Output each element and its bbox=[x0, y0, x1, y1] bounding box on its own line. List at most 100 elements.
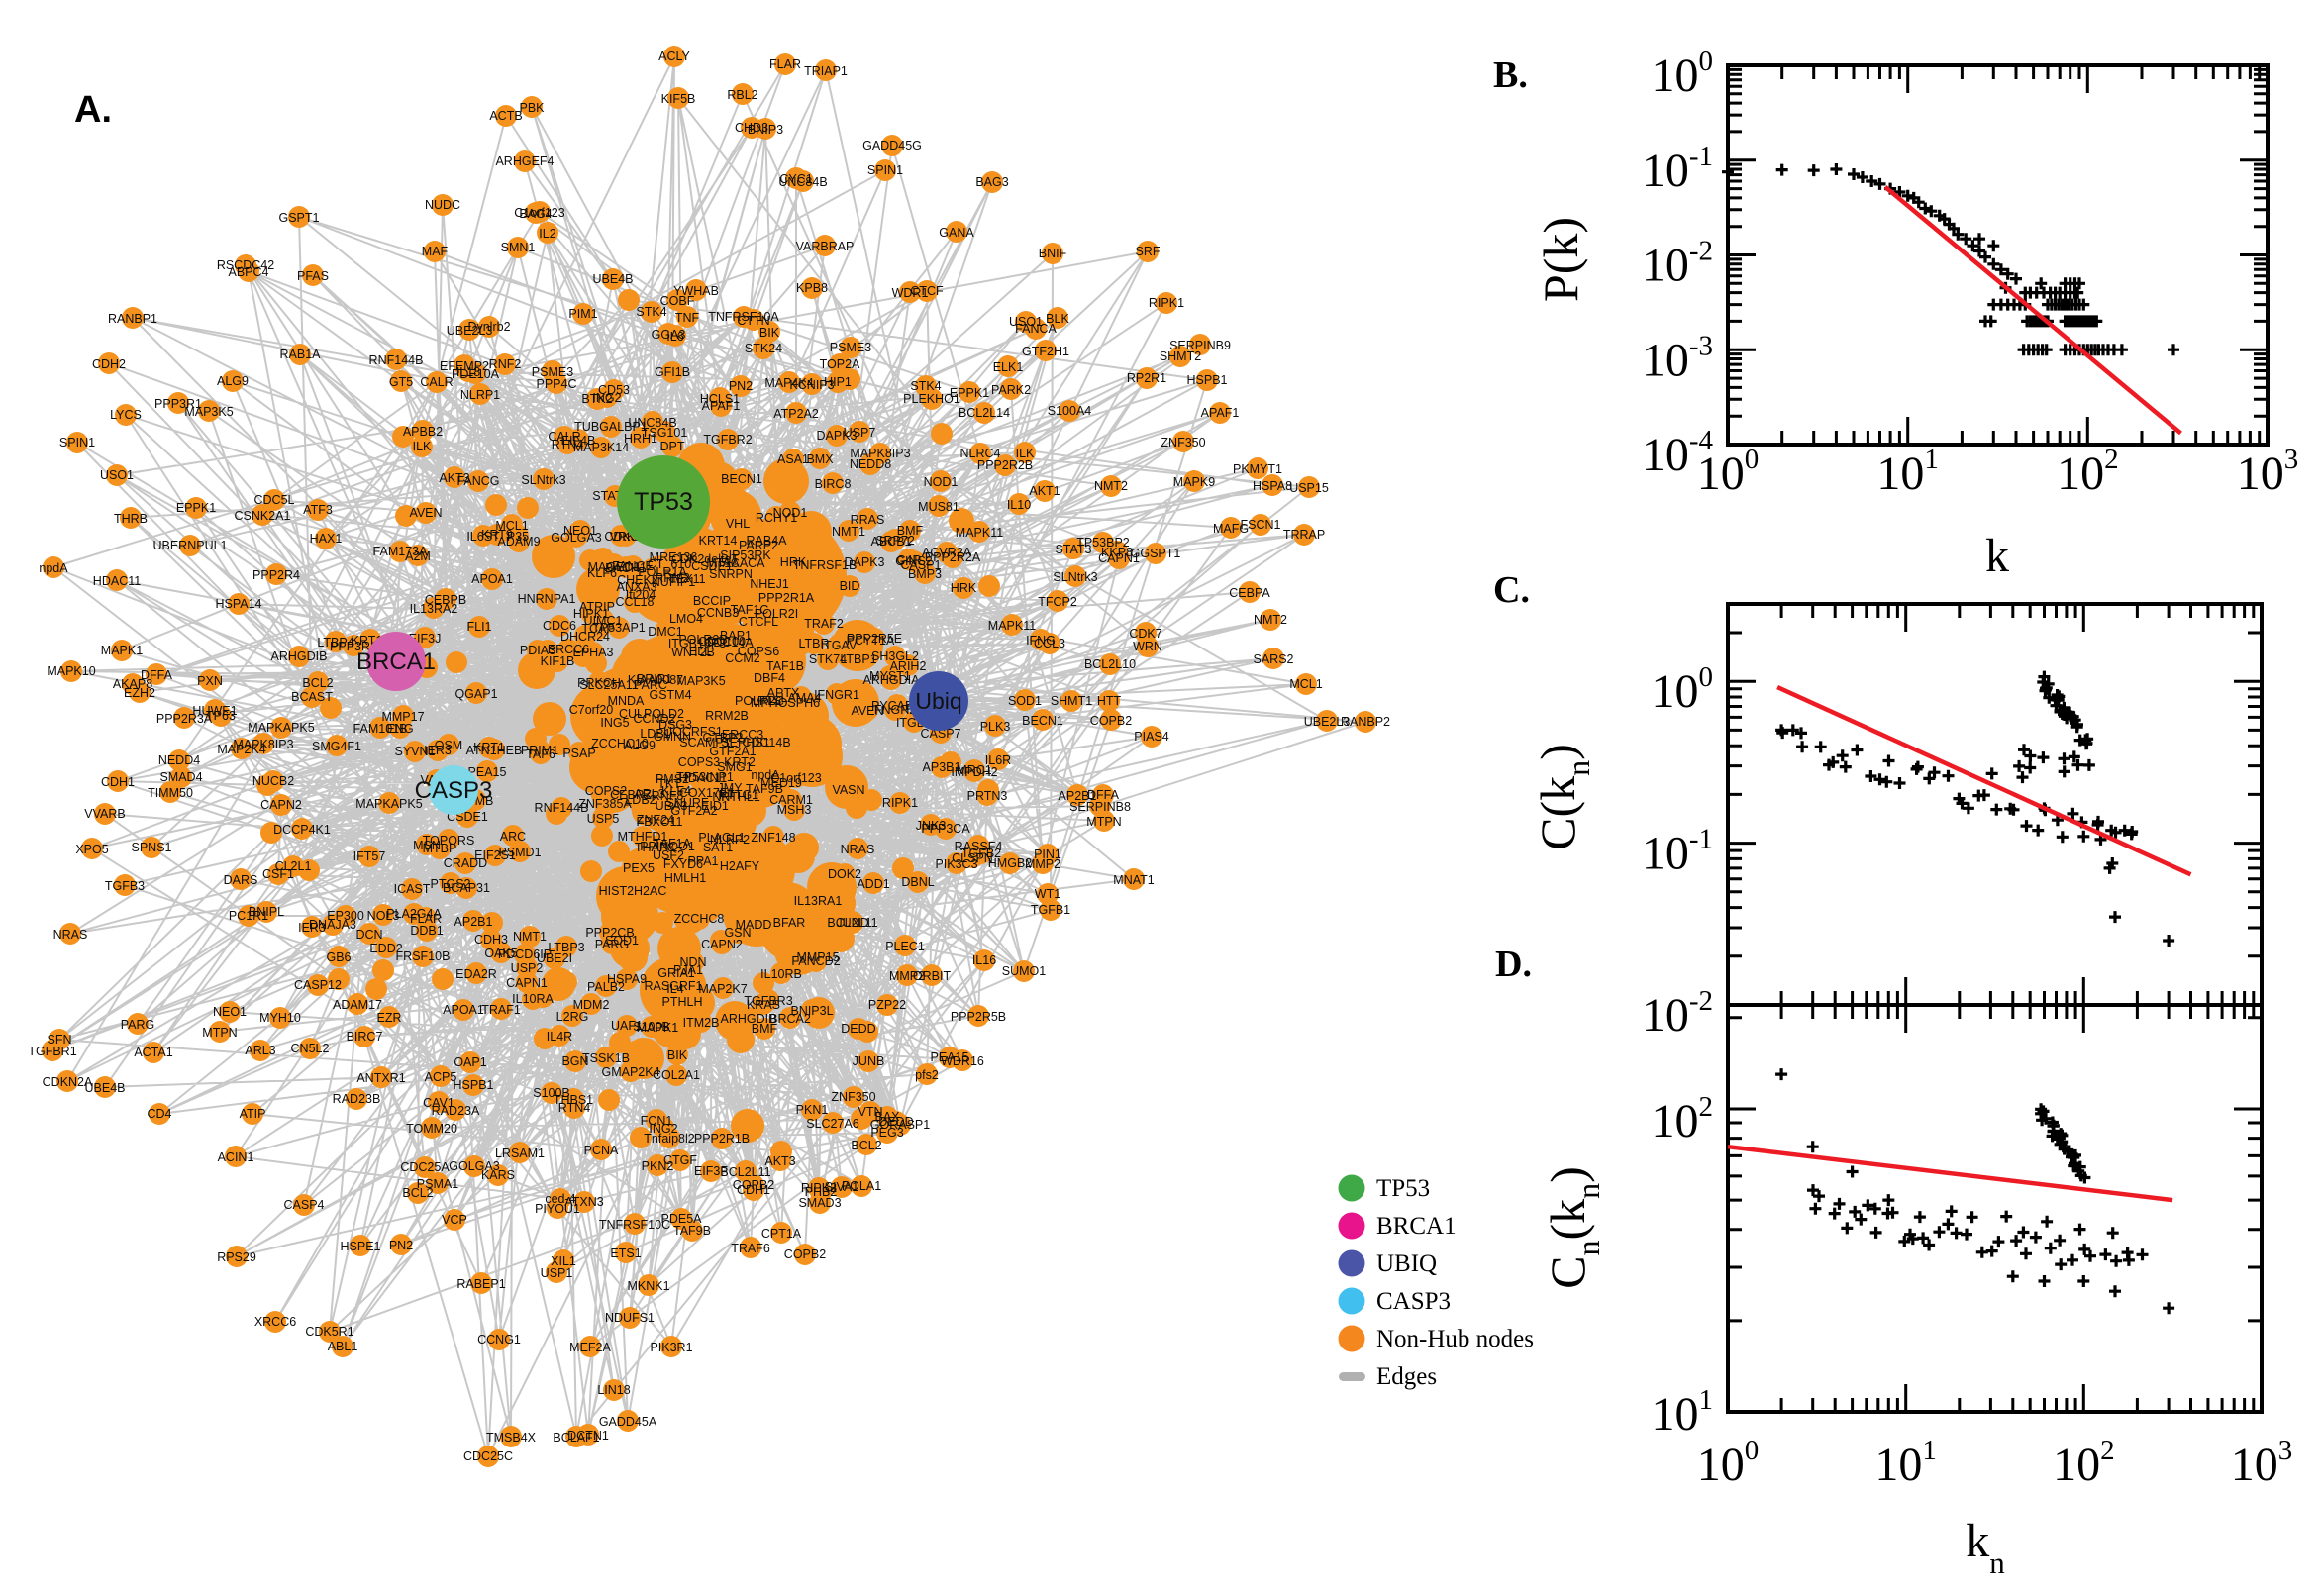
svg-text:TP53BP2: TP53BP2 bbox=[1076, 536, 1130, 549]
svg-text:TAF6: TAF6 bbox=[526, 748, 556, 761]
svg-text:COPB2: COPB2 bbox=[1090, 714, 1132, 728]
svg-text:ATP2A2: ATP2A2 bbox=[773, 407, 819, 421]
svg-text:WT1: WT1 bbox=[1035, 887, 1060, 901]
svg-text:RRM2: RRM2 bbox=[655, 571, 689, 585]
svg-text:RTN4: RTN4 bbox=[552, 438, 583, 451]
svg-text:AVEN: AVEN bbox=[851, 704, 883, 718]
svg-text:NEO1: NEO1 bbox=[213, 1005, 247, 1019]
svg-text:TGFB2: TGFB2 bbox=[961, 847, 1001, 860]
svg-text:LIN18: LIN18 bbox=[597, 1383, 630, 1397]
svg-text:PARK2: PARK2 bbox=[991, 383, 1031, 397]
svg-text:ACP5: ACP5 bbox=[425, 1070, 457, 1084]
svg-text:IL4: IL4 bbox=[666, 982, 683, 996]
svg-text:UBE4B: UBE4B bbox=[593, 272, 634, 286]
svg-text:LAMA4: LAMA4 bbox=[781, 691, 822, 705]
svg-text:NLRC4: NLRC4 bbox=[960, 447, 1001, 460]
svg-text:AP3B1: AP3B1 bbox=[923, 760, 961, 774]
svg-text:MTBP: MTBP bbox=[423, 842, 457, 855]
svg-text:TOMM20: TOMM20 bbox=[406, 1122, 457, 1136]
svg-text:CAPN2: CAPN2 bbox=[701, 938, 743, 951]
svg-text:MTPN: MTPN bbox=[202, 1026, 237, 1040]
svg-text:Dynlrb2: Dynlrb2 bbox=[467, 320, 510, 334]
svg-text:GORASP1: GORASP1 bbox=[870, 1118, 930, 1132]
svg-text:COPB2: COPB2 bbox=[733, 1178, 774, 1192]
svg-text:CDC25C: CDC25C bbox=[463, 1449, 513, 1463]
svg-text:DCCP4K1: DCCP4K1 bbox=[273, 823, 331, 837]
svg-text:MT1A: MT1A bbox=[706, 556, 740, 570]
svg-text:GTBP2: GTBP2 bbox=[703, 731, 744, 745]
svg-text:PPA1: PPA1 bbox=[687, 854, 718, 868]
svg-text:ABCB1: ABCB1 bbox=[871, 535, 912, 549]
svg-text:GMAP2K4: GMAP2K4 bbox=[601, 1065, 659, 1079]
svg-text:MPHOSPH6: MPHOSPH6 bbox=[751, 696, 820, 710]
svg-text:MAPKAPK5: MAPKAPK5 bbox=[355, 797, 422, 811]
svg-text:RAD23B: RAD23B bbox=[333, 1092, 381, 1106]
svg-text:MAP3K5: MAP3K5 bbox=[676, 674, 725, 688]
svg-text:PPP2R5B: PPP2R5B bbox=[951, 1010, 1006, 1024]
svg-text:DCN: DCN bbox=[355, 928, 382, 942]
svg-text:IL13RA1: IL13RA1 bbox=[794, 894, 843, 908]
svg-text:PARP2: PARP2 bbox=[739, 539, 778, 552]
svg-text:BCL2L11: BCL2L11 bbox=[827, 916, 877, 930]
svg-text:ENG: ENG bbox=[386, 722, 413, 736]
svg-text:RNF144B: RNF144B bbox=[369, 353, 424, 367]
svg-text:PDIA3: PDIA3 bbox=[520, 644, 556, 657]
svg-text:pfs2: pfs2 bbox=[915, 1068, 939, 1082]
svg-text:TGFB1: TGFB1 bbox=[1031, 903, 1070, 917]
svg-text:KKP8: KKP8 bbox=[1101, 546, 1133, 559]
svg-text:FAM173A: FAM173A bbox=[373, 545, 429, 558]
svg-text:BID: BID bbox=[840, 579, 860, 593]
svg-text:Edges: Edges bbox=[1376, 1363, 1437, 1390]
svg-text:TNFRSF1B: TNFRSF1B bbox=[793, 558, 858, 572]
svg-text:SERPINB8: SERPINB8 bbox=[1069, 800, 1131, 814]
svg-text:PN2: PN2 bbox=[389, 1239, 413, 1252]
svg-text:GTF2A2: GTF2A2 bbox=[670, 804, 717, 818]
svg-text:ERCC6: ERCC6 bbox=[548, 643, 589, 656]
svg-text:CCND2: CCND2 bbox=[633, 712, 675, 726]
svg-text:LDB1: LDB1 bbox=[640, 727, 670, 741]
svg-text:GTF2H1: GTF2H1 bbox=[1022, 345, 1069, 358]
svg-text:KRT9: KRT9 bbox=[481, 528, 513, 542]
svg-text:PTS: PTS bbox=[758, 694, 781, 708]
svg-text:NOL3: NOL3 bbox=[367, 909, 400, 923]
svg-text:S100B: S100B bbox=[633, 1020, 670, 1034]
svg-text:TP53: TP53 bbox=[1376, 1175, 1430, 1202]
svg-text:THAP8: THAP8 bbox=[635, 841, 674, 854]
svg-text:CN5L2: CN5L2 bbox=[291, 1042, 330, 1055]
svg-text:DCTN1: DCTN1 bbox=[567, 1429, 609, 1443]
svg-text:RASSF4: RASSF4 bbox=[955, 840, 1003, 853]
svg-text:TMSB4X: TMSB4X bbox=[486, 1431, 537, 1445]
svg-text:C(kn): C(kn) bbox=[1530, 744, 1596, 850]
svg-text:COX17E1: COX17E1 bbox=[679, 786, 735, 800]
svg-text:ANXA3: ANXA3 bbox=[617, 580, 657, 594]
svg-text:Non-Hub nodes: Non-Hub nodes bbox=[1376, 1326, 1534, 1352]
svg-text:DDB1: DDB1 bbox=[410, 924, 443, 938]
svg-text:BACH1: BACH1 bbox=[605, 561, 647, 575]
svg-text:ARHGDIB: ARHGDIB bbox=[271, 649, 328, 663]
svg-text:UBE2L3: UBE2L3 bbox=[1304, 715, 1351, 729]
svg-text:PTTG1: PTTG1 bbox=[719, 788, 758, 802]
svg-text:RPS29: RPS29 bbox=[217, 1250, 256, 1264]
svg-text:P(k): P(k) bbox=[1533, 217, 1588, 302]
svg-text:DBF4: DBF4 bbox=[754, 671, 785, 685]
svg-text:CULPOLD2: CULPOLD2 bbox=[619, 707, 684, 721]
svg-text:BMF: BMF bbox=[752, 1022, 778, 1036]
svg-text:TSG101: TSG101 bbox=[642, 426, 688, 440]
svg-text:POLA1: POLA1 bbox=[842, 1179, 881, 1193]
svg-text:BAG4: BAG4 bbox=[519, 207, 552, 221]
svg-text:BNIP3: BNIP3 bbox=[748, 123, 783, 137]
svg-text:ARL3: ARL3 bbox=[245, 1044, 275, 1057]
svg-text:102: 102 bbox=[1652, 1091, 1714, 1147]
svg-text:SOD1: SOD1 bbox=[605, 934, 639, 948]
svg-text:FANCG: FANCG bbox=[456, 474, 499, 488]
svg-text:ICAST: ICAST bbox=[394, 882, 431, 896]
svg-text:UBE2L3: UBE2L3 bbox=[447, 324, 493, 338]
svg-text:ATRIP: ATRIP bbox=[579, 600, 615, 614]
svg-text:RNF2: RNF2 bbox=[489, 357, 522, 371]
svg-text:HAX1: HAX1 bbox=[310, 532, 343, 546]
svg-text:MCL1: MCL1 bbox=[495, 519, 528, 533]
svg-text:TKT: TKT bbox=[657, 777, 681, 791]
svg-text:HUWE1: HUWE1 bbox=[192, 704, 237, 718]
svg-text:PPP2CB: PPP2CB bbox=[585, 926, 634, 940]
svg-text:BECN1: BECN1 bbox=[1022, 714, 1063, 728]
